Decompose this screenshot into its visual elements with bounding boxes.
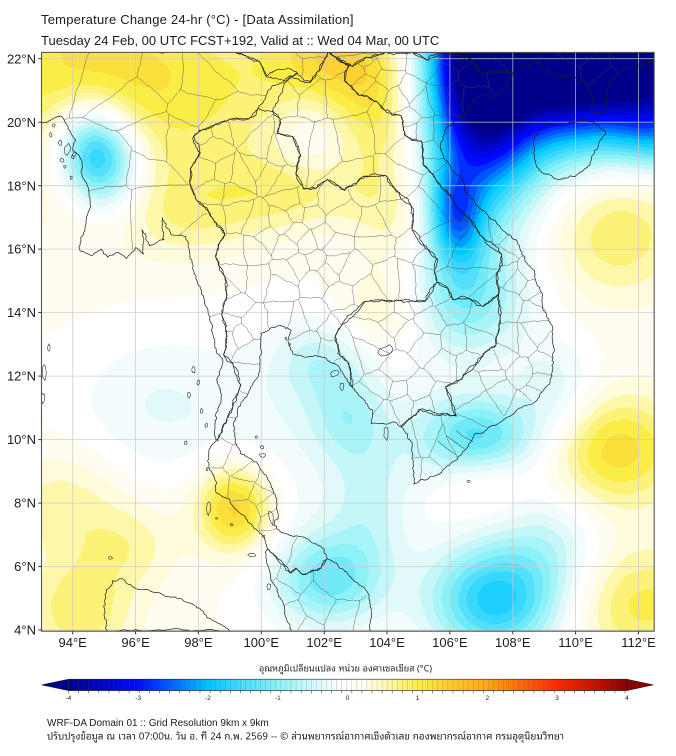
svg-text:108°E: 108°E xyxy=(495,635,531,650)
svg-text:20°N: 20°N xyxy=(7,115,36,130)
svg-text:10°N: 10°N xyxy=(7,432,36,447)
svg-text:6°N: 6°N xyxy=(14,559,36,574)
svg-text:100°E: 100°E xyxy=(244,635,280,650)
svg-text:3: 3 xyxy=(555,695,559,702)
svg-text:104°E: 104°E xyxy=(369,635,405,650)
svg-text:18°N: 18°N xyxy=(7,178,36,193)
svg-text:-3: -3 xyxy=(135,695,141,702)
svg-text:12°N: 12°N xyxy=(7,369,36,384)
svg-text:98°E: 98°E xyxy=(184,635,213,650)
svg-text:110°E: 110°E xyxy=(558,635,593,650)
svg-text:8°N: 8°N xyxy=(14,496,36,511)
svg-text:1: 1 xyxy=(416,695,420,702)
svg-text:106°E: 106°E xyxy=(432,635,468,650)
svg-text:-1: -1 xyxy=(275,695,281,702)
svg-text:102°E: 102°E xyxy=(306,635,342,650)
svg-text:-4: -4 xyxy=(66,695,72,702)
svg-text:-2: -2 xyxy=(205,695,211,702)
svg-text:112°E: 112°E xyxy=(621,635,656,650)
svg-text:0: 0 xyxy=(346,695,350,702)
svg-text:22°N: 22°N xyxy=(7,51,36,66)
svg-text:96°E: 96°E xyxy=(121,635,150,650)
svg-text:14°N: 14°N xyxy=(7,305,36,320)
svg-text:2: 2 xyxy=(485,695,489,702)
svg-text:94°E: 94°E xyxy=(59,635,88,650)
svg-text:4: 4 xyxy=(625,695,629,702)
svg-text:4°N: 4°N xyxy=(14,623,36,638)
svg-text:16°N: 16°N xyxy=(7,242,36,257)
